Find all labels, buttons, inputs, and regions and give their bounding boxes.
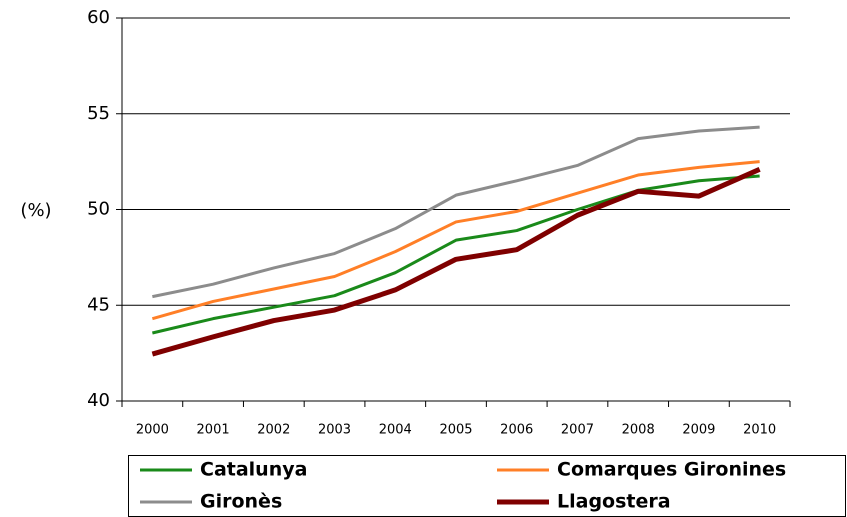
line-series xyxy=(152,125,760,299)
x-tick-label: 2006 xyxy=(500,423,533,438)
y-tick-label: 55 xyxy=(87,103,110,124)
x-tick-label: 2005 xyxy=(439,423,472,438)
y-axis-label: (%) xyxy=(20,200,51,221)
legend-label: Catalunya xyxy=(200,459,307,481)
y-tick-label: 50 xyxy=(87,199,110,220)
y-tick-label: 60 xyxy=(87,7,110,28)
x-tick-label: 2008 xyxy=(622,423,655,438)
legend-label: Gironès xyxy=(200,491,282,513)
line-series xyxy=(152,174,760,335)
line-series xyxy=(151,160,760,321)
legend-label: Llagostera xyxy=(557,491,671,513)
x-tick-label: 2000 xyxy=(136,423,169,438)
y-tick-label: 40 xyxy=(87,390,110,411)
x-tick-label: 2001 xyxy=(197,423,230,438)
x-tick-label: 2004 xyxy=(379,423,412,438)
y-tick-label: 45 xyxy=(87,294,110,315)
line-series xyxy=(151,166,761,357)
x-tick-label: 2007 xyxy=(561,423,594,438)
x-tick-label: 2009 xyxy=(682,423,715,438)
x-tick-label: 2002 xyxy=(257,423,290,438)
x-tick-label: 2010 xyxy=(743,423,776,438)
legend-label: Comarques Gironines xyxy=(557,459,786,481)
x-tick-label: 2003 xyxy=(318,423,351,438)
